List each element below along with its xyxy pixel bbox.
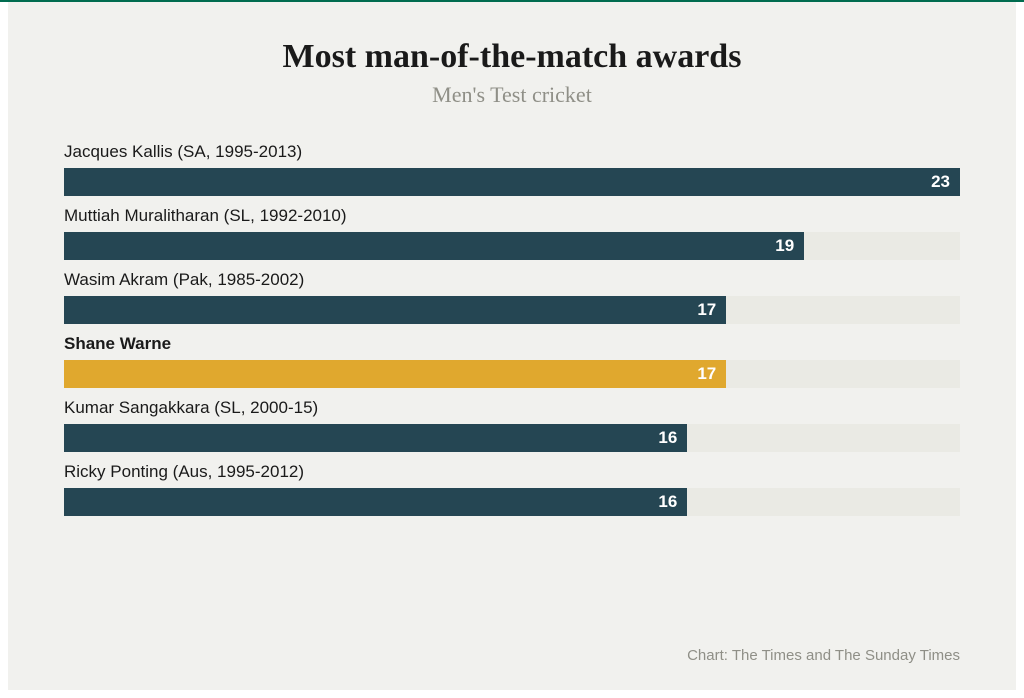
- bar-row: Ricky Ponting (Aus, 1995-2012) 16: [64, 462, 960, 516]
- bar-track: 17: [64, 296, 960, 324]
- bar-fill: 16: [64, 424, 687, 452]
- bar-fill: 16: [64, 488, 687, 516]
- bar-value: 17: [697, 364, 716, 384]
- bar-row: Shane Warne 17: [64, 334, 960, 388]
- bar-row: Jacques Kallis (SA, 1995-2013) 23: [64, 142, 960, 196]
- chart-canvas: Most man-of-the-match awards Men's Test …: [8, 2, 1016, 690]
- bar-fill: 17: [64, 296, 726, 324]
- bar-track: 23: [64, 168, 960, 196]
- bar-track: 16: [64, 488, 960, 516]
- bar-row: Wasim Akram (Pak, 1985-2002) 17: [64, 270, 960, 324]
- bar-row: Muttiah Muralitharan (SL, 1992-2010) 19: [64, 206, 960, 260]
- bar-value: 23: [931, 172, 950, 192]
- bar-track: 17: [64, 360, 960, 388]
- bar-value: 19: [775, 236, 794, 256]
- bar-list: Jacques Kallis (SA, 1995-2013) 23 Muttiah …: [64, 142, 960, 516]
- bar-fill: 19: [64, 232, 804, 260]
- bar-value: 17: [697, 300, 716, 320]
- bar-label: Ricky Ponting (Aus, 1995-2012): [64, 462, 960, 482]
- bar-row: Kumar Sangakkara (SL, 2000-15) 16: [64, 398, 960, 452]
- bar-label: Muttiah Muralitharan (SL, 1992-2010): [64, 206, 960, 226]
- bar-label: Jacques Kallis (SA, 1995-2013): [64, 142, 960, 162]
- bar-label: Wasim Akram (Pak, 1985-2002): [64, 270, 960, 290]
- chart-title: Most man-of-the-match awards: [64, 38, 960, 76]
- bar-track: 16: [64, 424, 960, 452]
- bar-label: Kumar Sangakkara (SL, 2000-15): [64, 398, 960, 418]
- bar-fill: 23: [64, 168, 960, 196]
- bar-value: 16: [658, 428, 677, 448]
- bar-value: 16: [658, 492, 677, 512]
- chart-credit: Chart: The Times and The Sunday Times: [687, 647, 960, 664]
- chart-subtitle: Men's Test cricket: [64, 82, 960, 108]
- bar-label: Shane Warne: [64, 334, 960, 354]
- bar-track: 19: [64, 232, 960, 260]
- bar-fill: 17: [64, 360, 726, 388]
